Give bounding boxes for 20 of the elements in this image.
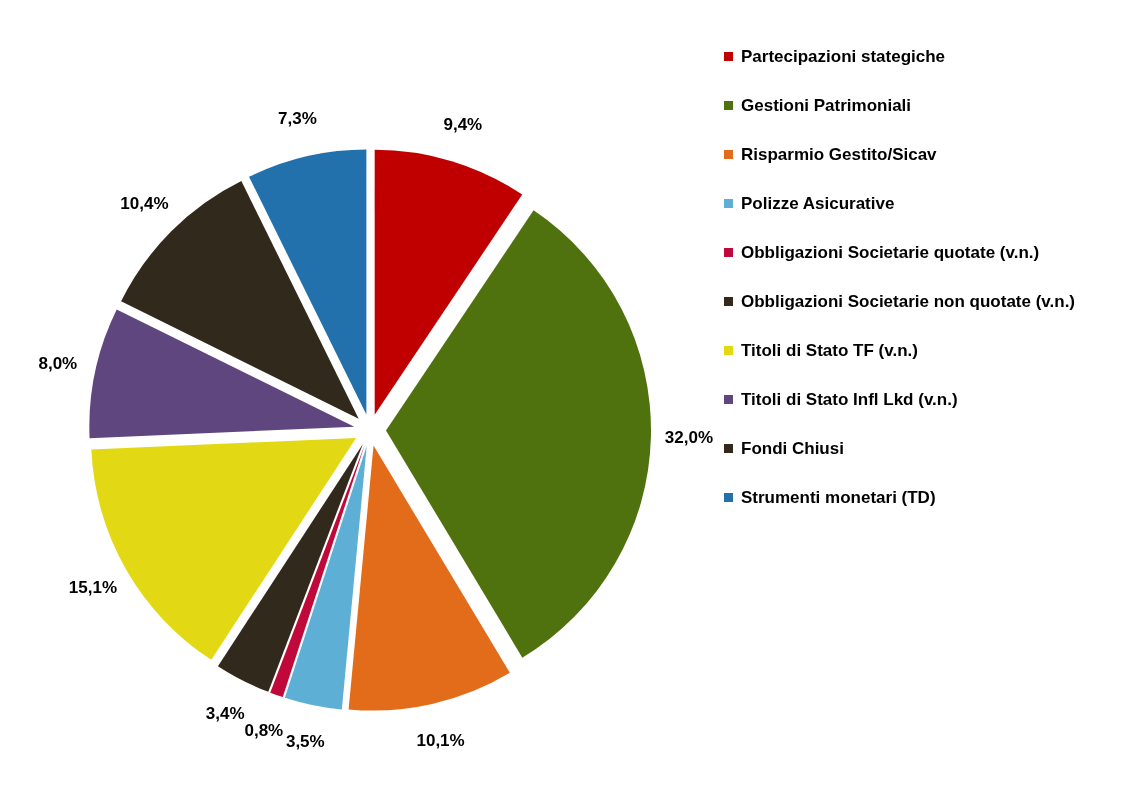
legend-label: Fondi Chiusi	[741, 438, 844, 458]
legend-label: Risparmio Gestito/Sicav	[741, 144, 938, 164]
legend-label: Strumenti monetari (TD)	[741, 487, 936, 507]
legend-label: Obbligazioni Societarie non quotate (v.n.)	[741, 291, 1076, 311]
legend-label: Polizze Asicurative	[741, 193, 895, 213]
data-label: 3,5%	[285, 732, 325, 752]
data-label: 10,4%	[120, 194, 169, 214]
data-label: 32,0%	[664, 428, 713, 448]
data-label: 8,0%	[38, 354, 78, 374]
data-label: 10,1%	[416, 731, 465, 751]
legend-label: Obbligazioni Societarie quotate (v.n.)	[741, 242, 1040, 262]
data-label: 3,4%	[205, 704, 245, 724]
legend-label: Partecipazioni stategiche	[741, 46, 946, 66]
data-label: 9,4%	[443, 114, 483, 134]
legend-label: Titoli di Stato Infl Lkd (v.n.)	[741, 389, 958, 409]
data-label: 15,1%	[68, 578, 118, 598]
legend-label: Titoli di Stato TF (v.n.)	[741, 340, 918, 360]
data-label: 0,8%	[244, 720, 284, 740]
data-label: 7,3%	[278, 109, 317, 129]
legend-label: Gestioni Patrimoniali	[741, 95, 912, 115]
